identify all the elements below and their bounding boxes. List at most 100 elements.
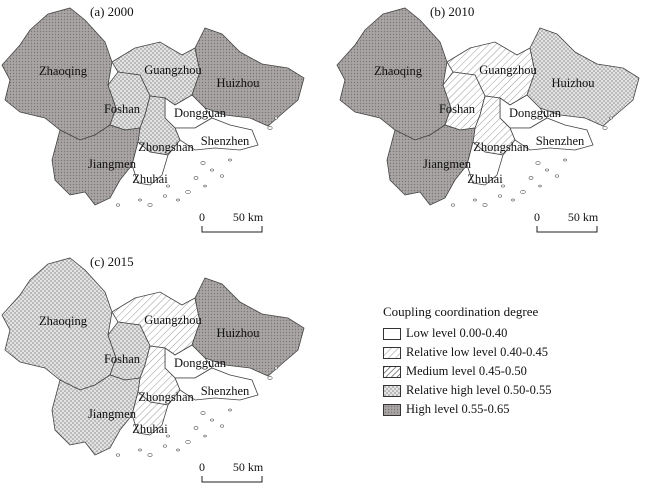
island (228, 158, 232, 162)
city-label-zhaoqing: Zhaoqing (374, 64, 423, 78)
city-label-jiangmen: Jiangmen (423, 157, 472, 171)
map-svg: Zhaoqing Guangzhou Huizhou Foshan Dongguan Sh… (336, 7, 640, 233)
legend-swatch-low (383, 327, 401, 340)
city-label-dongguan: Dongguan (509, 106, 562, 120)
island (602, 126, 608, 130)
legend: Coupling coordination degree Low level 0… (383, 304, 643, 419)
island (115, 203, 121, 207)
city-label-huizhou: Huizhou (216, 326, 260, 340)
region-zhuhai (131, 141, 169, 186)
legend-item-medium: Medium level 0.45-0.50 (383, 362, 643, 381)
island (185, 440, 191, 444)
city-label-dongguan: Dongguan (174, 356, 227, 370)
city-label-guangzhou: Guangzhou (144, 313, 202, 327)
island (210, 168, 214, 172)
island (511, 198, 515, 202)
legend-item-relhigh: Relative high level 0.50-0.55 (383, 381, 643, 400)
island (609, 116, 613, 120)
region-jiangmen (51, 374, 141, 456)
island (176, 198, 180, 202)
city-label-shenzhen: Shenzhen (536, 134, 585, 148)
legend-title: Coupling coordination degree (383, 304, 539, 319)
panel-label-2000: (a) 2000 (90, 4, 134, 19)
legend-swatch-high (383, 403, 401, 416)
legend-swatch-relhigh (383, 384, 401, 397)
island (219, 174, 225, 178)
island (138, 448, 142, 452)
region-shenzhen (174, 117, 259, 151)
island (147, 453, 153, 457)
city-label-zhaoqing: Zhaoqing (39, 64, 88, 78)
city-label-huizhou: Huizhou (216, 76, 260, 90)
region-shenzhen (509, 117, 594, 151)
city-label-foshan: Foshan (104, 352, 141, 366)
legend-item-rellow: Relative low level 0.40-0.45 (383, 343, 643, 362)
city-label-zhongshan: Zhongshan (473, 140, 529, 154)
map-svg: Zhaoqing Guangzhou Huizhou Foshan Dongguan Sh… (1, 257, 305, 483)
island (193, 426, 199, 430)
scale-bar-line (536, 226, 598, 233)
island (520, 190, 526, 194)
city-label-zhongshan: Zhongshan (138, 140, 194, 154)
scale-zero: 0 (199, 460, 205, 474)
legend-label: Low level 0.00-0.40 (406, 326, 508, 340)
city-label-huizhou: Huizhou (551, 76, 595, 90)
island (554, 174, 560, 178)
city-label-guangzhou: Guangzhou (479, 63, 537, 77)
island (228, 408, 232, 412)
region-jiangmen (386, 124, 476, 206)
island (219, 424, 225, 428)
island (203, 184, 207, 188)
island (115, 453, 121, 457)
scale-zero: 0 (199, 210, 205, 224)
scale-bar: 0 50 km (199, 210, 264, 233)
legend-label: High level 0.55-0.65 (406, 402, 510, 416)
map-panel-2000: Zhaoqing Guangzhou Huizhou Foshan Dongguan Sh… (0, 0, 320, 240)
island (545, 168, 549, 172)
map-panel-2015: Zhaoqing Guangzhou Huizhou Foshan Dongguan Sh… (0, 250, 320, 490)
scale-fifty: 50 km (233, 210, 264, 224)
island (267, 126, 273, 130)
city-label-zhongshan: Zhongshan (138, 390, 194, 404)
legend-label: Medium level 0.45-0.50 (406, 364, 527, 378)
island (138, 198, 142, 202)
island (563, 158, 567, 162)
island (147, 203, 153, 207)
island (450, 203, 456, 207)
city-label-jiangmen: Jiangmen (88, 157, 137, 171)
scale-bar-line (201, 476, 263, 483)
scale-bar-line (201, 226, 263, 233)
panel-label-2015: (c) 2015 (90, 254, 134, 269)
city-label-foshan: Foshan (439, 102, 476, 116)
scale-bar: 0 50 km (199, 460, 264, 483)
map-svg: Zhaoqing Guangzhou Huizhou Foshan Dongguan Sh… (1, 7, 305, 233)
map-panel-2010: Zhaoqing Guangzhou Huizhou Foshan Dongguan Sh… (335, 0, 650, 240)
scale-zero: 0 (534, 210, 540, 224)
region-zhuhai (466, 141, 504, 186)
island (185, 190, 191, 194)
city-label-shenzhen: Shenzhen (201, 384, 250, 398)
city-label-zhaoqing: Zhaoqing (39, 314, 88, 328)
island (482, 203, 488, 207)
region-zhuhai (131, 391, 169, 436)
island (538, 184, 542, 188)
island (166, 184, 170, 188)
scale-fifty: 50 km (568, 210, 599, 224)
legend-swatch-medium (383, 365, 401, 378)
island (203, 434, 207, 438)
island (176, 448, 180, 452)
city-label-foshan: Foshan (104, 102, 141, 116)
city-label-zhuhai: Zhuhai (132, 172, 168, 186)
city-label-dongguan: Dongguan (174, 106, 227, 120)
island (162, 194, 168, 198)
island (166, 434, 170, 438)
scale-fifty: 50 km (233, 460, 264, 474)
island (274, 116, 278, 120)
island (267, 376, 273, 380)
city-label-zhuhai: Zhuhai (467, 172, 503, 186)
island (497, 194, 503, 198)
legend-swatch-rellow (383, 346, 401, 359)
legend-item-high: High level 0.55-0.65 (383, 400, 643, 419)
island (200, 411, 206, 415)
island (528, 176, 534, 180)
